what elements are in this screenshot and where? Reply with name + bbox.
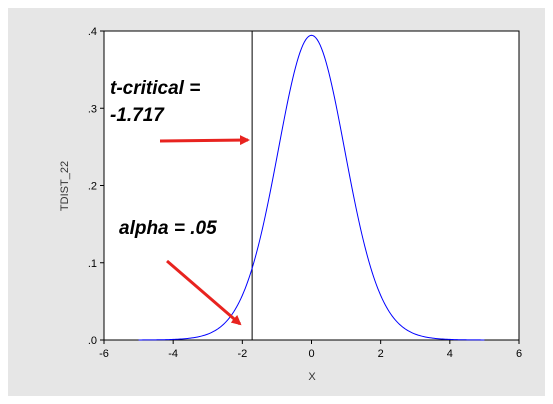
annotation-alpha: alpha = .05 bbox=[119, 218, 242, 326]
annotation-alpha-text: alpha = .05 bbox=[119, 218, 217, 239]
annotation-t-critical-line2: -1.717 bbox=[110, 105, 165, 126]
y-axis-ticks: .0 .1 .2 .3 .4 bbox=[88, 26, 104, 347]
x-tick-label: 0 bbox=[308, 348, 314, 360]
annotation-t-critical-arrow bbox=[159, 135, 250, 146]
y-tick-label: .1 bbox=[88, 258, 97, 270]
plot-area bbox=[103, 30, 520, 341]
x-tick-label: -4 bbox=[168, 348, 178, 360]
x-tick-label: -2 bbox=[237, 348, 247, 360]
x-tick-label: 4 bbox=[447, 348, 453, 360]
annotation-alpha-arrow bbox=[166, 259, 242, 326]
y-tick-label: .2 bbox=[88, 181, 97, 193]
annotation-t-critical-line1: t-critical = bbox=[110, 78, 200, 99]
x-tick-label: 2 bbox=[378, 348, 384, 360]
y-tick-label: .4 bbox=[88, 26, 97, 38]
x-axis-label: X bbox=[308, 371, 316, 383]
y-axis-label: TDIST_22 bbox=[59, 161, 71, 211]
x-axis-ticks: -6 -4 -2 0 2 4 6 bbox=[99, 340, 522, 360]
x-tick-label: -6 bbox=[99, 348, 109, 360]
y-tick-label: .3 bbox=[88, 103, 97, 115]
series-tdist-curve bbox=[138, 34, 485, 341]
x-tick-label: 6 bbox=[516, 348, 522, 360]
annotation-t-critical: t-critical = -1.717 bbox=[110, 78, 250, 146]
y-tick-label: .0 bbox=[88, 335, 97, 347]
